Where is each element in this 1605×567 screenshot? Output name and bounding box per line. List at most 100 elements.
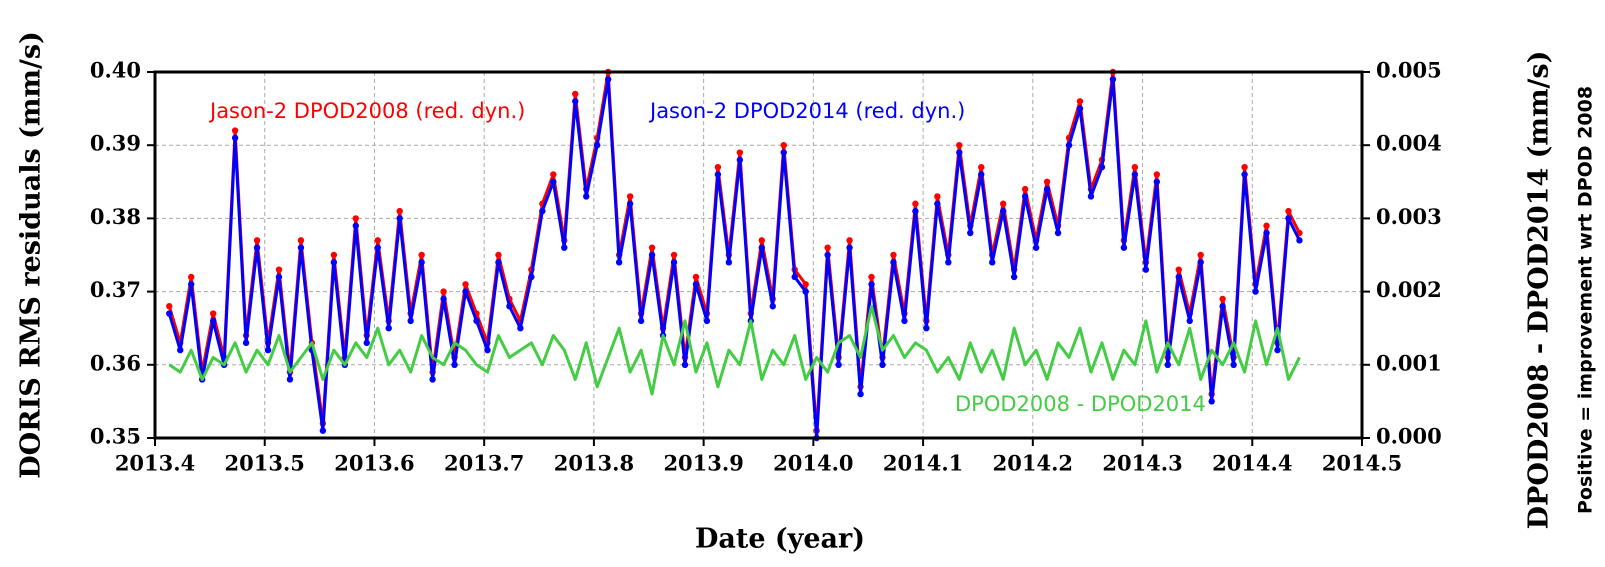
point bbox=[418, 259, 425, 266]
point bbox=[1219, 303, 1226, 310]
point bbox=[626, 200, 634, 207]
y2-tick-label: 0.005 bbox=[1376, 58, 1442, 83]
point bbox=[912, 200, 919, 207]
y-tick-label: 0.38 bbox=[90, 204, 141, 229]
point bbox=[736, 149, 744, 156]
point bbox=[1021, 193, 1029, 200]
point bbox=[758, 244, 765, 251]
y2-note: Positive = improvement wrt DPOD 2008 bbox=[1575, 86, 1597, 514]
point bbox=[670, 251, 678, 259]
point bbox=[297, 237, 305, 244]
point bbox=[275, 266, 283, 273]
point bbox=[1274, 346, 1281, 354]
x-tick-label: 2013.5 bbox=[225, 451, 305, 476]
point bbox=[999, 200, 1007, 207]
point bbox=[780, 142, 787, 149]
point bbox=[824, 244, 831, 251]
point bbox=[253, 244, 261, 251]
point bbox=[934, 200, 941, 207]
point bbox=[330, 259, 338, 266]
point bbox=[528, 273, 535, 281]
y2-tick-label: 0.001 bbox=[1376, 350, 1442, 375]
point bbox=[692, 273, 700, 281]
point bbox=[868, 273, 875, 281]
point bbox=[648, 251, 656, 259]
point bbox=[462, 288, 469, 295]
point bbox=[1241, 163, 1248, 171]
point bbox=[1043, 178, 1051, 185]
point bbox=[550, 178, 557, 185]
point bbox=[802, 281, 809, 288]
point bbox=[1043, 185, 1051, 193]
point bbox=[835, 361, 842, 368]
point bbox=[1252, 288, 1259, 295]
point bbox=[923, 325, 930, 332]
legend-label: Jason-2 DPOD2008 (red. dyn.) bbox=[208, 99, 525, 123]
y2-axis-label: DPOD2008 - DPOD2014 (mm/s) bbox=[1524, 51, 1555, 530]
legend-label: DPOD2008 - DPOD2014 bbox=[955, 392, 1206, 416]
y-tick-label: 0.35 bbox=[90, 424, 141, 449]
point bbox=[539, 207, 546, 215]
point bbox=[1285, 207, 1292, 215]
point bbox=[1065, 142, 1073, 149]
point bbox=[1175, 266, 1182, 273]
point bbox=[495, 259, 502, 266]
point bbox=[231, 127, 239, 134]
point bbox=[1164, 361, 1171, 368]
point bbox=[703, 317, 711, 325]
point bbox=[670, 259, 678, 266]
point bbox=[1197, 251, 1204, 259]
point bbox=[846, 237, 853, 244]
point bbox=[956, 149, 963, 156]
point bbox=[824, 251, 831, 259]
y2-tick-label: 0.003 bbox=[1376, 204, 1442, 229]
point bbox=[890, 259, 897, 266]
series-line bbox=[167, 70, 1301, 433]
point bbox=[297, 244, 305, 251]
x-axis-label: Date (year) bbox=[695, 524, 865, 555]
point bbox=[769, 303, 776, 310]
x-tick-label: 2013.7 bbox=[444, 451, 524, 476]
point bbox=[440, 295, 447, 303]
point bbox=[1098, 163, 1106, 171]
point bbox=[791, 273, 798, 281]
point bbox=[1054, 229, 1062, 237]
point bbox=[506, 303, 513, 310]
point bbox=[1131, 171, 1139, 178]
point bbox=[440, 288, 447, 295]
point bbox=[517, 325, 524, 332]
point bbox=[572, 90, 579, 98]
point bbox=[692, 281, 700, 288]
point bbox=[901, 317, 908, 325]
series-line bbox=[167, 77, 1301, 440]
x-tick-label: 2013.6 bbox=[334, 451, 414, 476]
point bbox=[912, 207, 919, 215]
point bbox=[209, 317, 217, 325]
x-tick-label: 2013.8 bbox=[554, 451, 634, 476]
point bbox=[1241, 171, 1248, 178]
point bbox=[846, 244, 853, 251]
point bbox=[209, 310, 217, 317]
point bbox=[418, 251, 425, 259]
point bbox=[1296, 237, 1303, 244]
point bbox=[1153, 178, 1161, 185]
point bbox=[714, 171, 722, 178]
point bbox=[451, 361, 458, 368]
point bbox=[1285, 215, 1292, 222]
point bbox=[1230, 361, 1237, 368]
point bbox=[242, 339, 250, 347]
point bbox=[725, 259, 733, 266]
point bbox=[890, 251, 897, 259]
y-tick-label: 0.39 bbox=[90, 131, 141, 156]
point bbox=[429, 376, 436, 383]
point bbox=[561, 244, 568, 251]
point bbox=[275, 273, 283, 281]
point bbox=[407, 317, 414, 325]
point bbox=[879, 361, 886, 368]
point bbox=[868, 281, 875, 288]
point bbox=[934, 193, 941, 200]
point bbox=[604, 76, 612, 83]
point bbox=[396, 215, 403, 222]
point bbox=[286, 376, 294, 383]
x-tick-label: 2013.9 bbox=[663, 451, 743, 476]
